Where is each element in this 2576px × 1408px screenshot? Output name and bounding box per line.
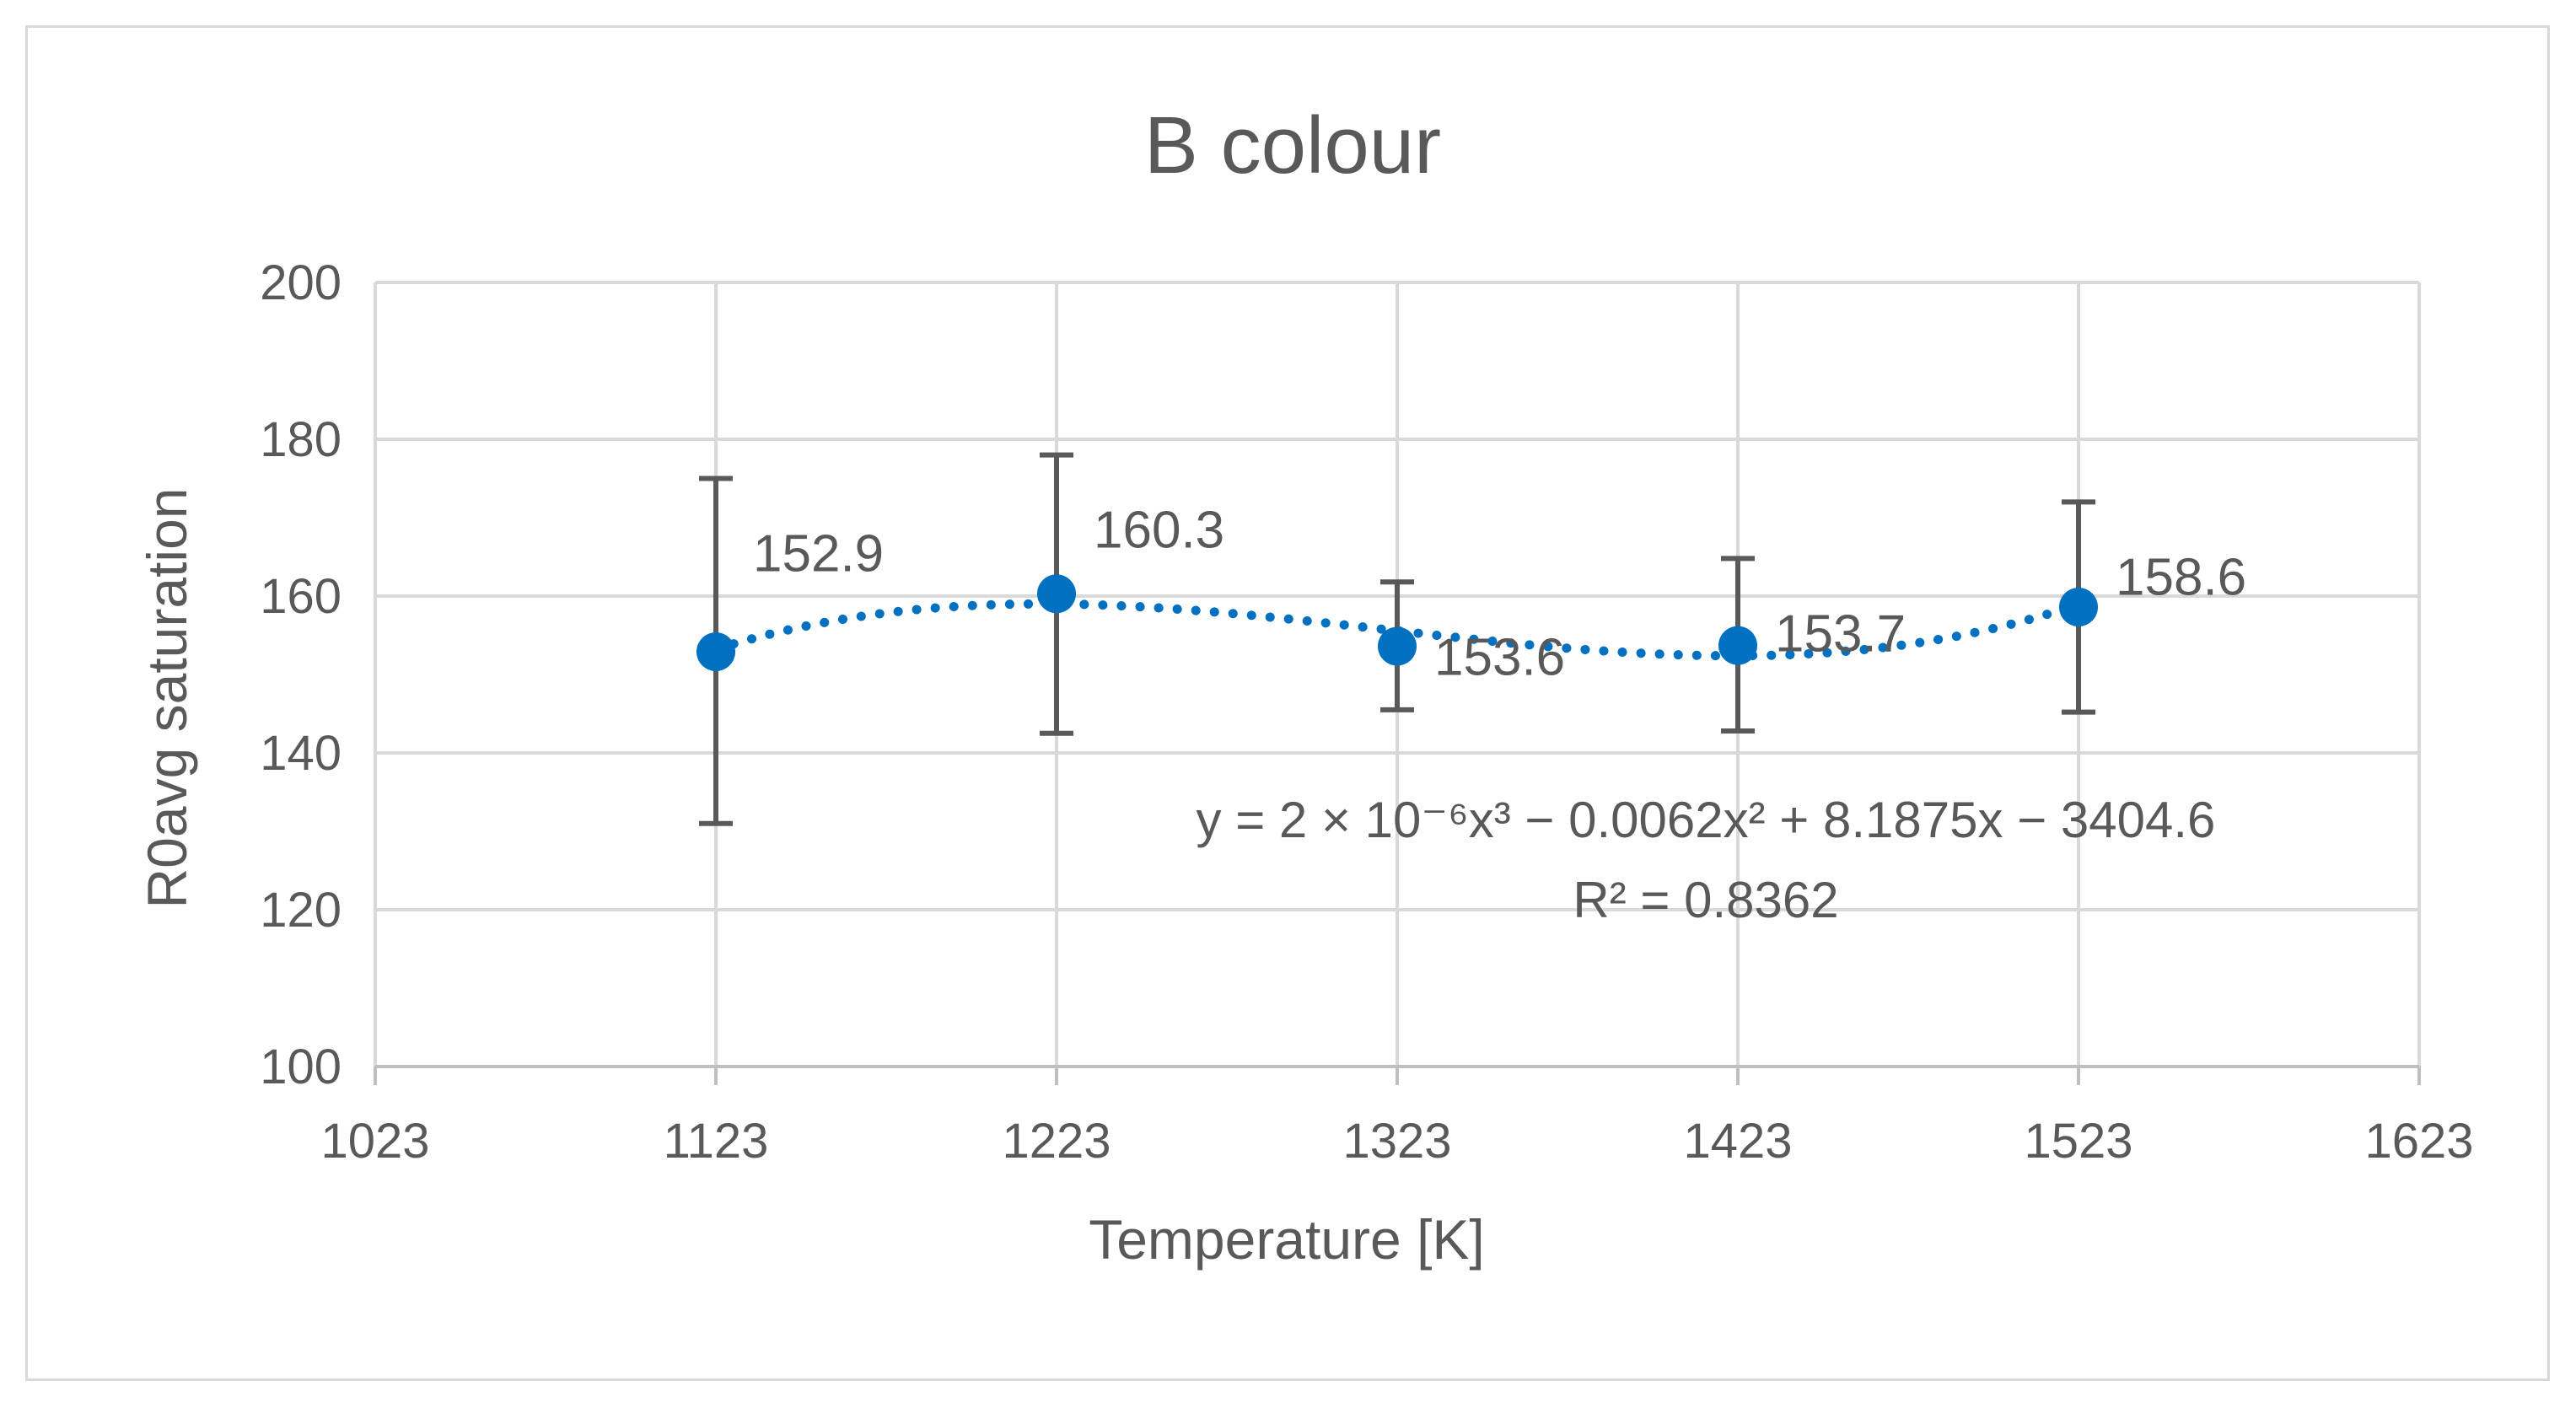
error-bar-layer: [699, 452, 2095, 826]
axis-layer: 100 120 140 160 180 200 1023 1123 1223 1323 1423 15…: [260, 255, 2473, 1169]
chart-title: B colour: [1144, 100, 1441, 191]
y-tick-label: 140: [260, 726, 341, 781]
x-axis-title: Temperature [K]: [1089, 1208, 1485, 1271]
x-tick-label: 1523: [2024, 1114, 2132, 1169]
data-point: [1037, 574, 1076, 614]
data-point: [1378, 626, 1417, 666]
data-label: 153.6: [1434, 628, 1565, 686]
data-label: 153.7: [1775, 605, 1906, 663]
y-tick-label: 200: [260, 255, 341, 310]
x-tick-label: 1123: [664, 1114, 769, 1169]
x-tick-label: 1023: [320, 1114, 429, 1169]
y-tick-label: 100: [260, 1040, 341, 1094]
x-tick-label: 1323: [1342, 1114, 1451, 1169]
y-tick-label: 120: [260, 883, 341, 938]
data-label: 152.9: [753, 525, 884, 583]
y-tick-label: 180: [260, 412, 341, 467]
trendline-r-squared: R² = 0.8362: [1573, 872, 1838, 928]
data-point: [1718, 626, 1757, 665]
trendline-equation: y = 2 × 10⁻⁶x³ − 0.0062x² + 8.1875x − 34…: [1197, 792, 2216, 848]
x-tick-label: 1623: [2364, 1114, 2473, 1169]
data-point: [696, 632, 735, 672]
data-point-layer: [696, 574, 2098, 672]
chart-frame: B colour 100 120 140 160 180 200 1023 1123 1223 1…: [25, 25, 2550, 1381]
x-tick-label: 1223: [1002, 1114, 1111, 1169]
y-axis-title: R0avg saturation: [136, 488, 198, 909]
data-label: 160.3: [1094, 502, 1224, 560]
data-label-layer: 152.9 160.3 153.6 153.7 158.6: [753, 502, 2246, 687]
data-point: [2059, 588, 2098, 627]
data-label: 158.6: [2116, 548, 2246, 606]
y-tick-label: 160: [260, 569, 341, 624]
x-tick-label: 1423: [1683, 1114, 1792, 1169]
